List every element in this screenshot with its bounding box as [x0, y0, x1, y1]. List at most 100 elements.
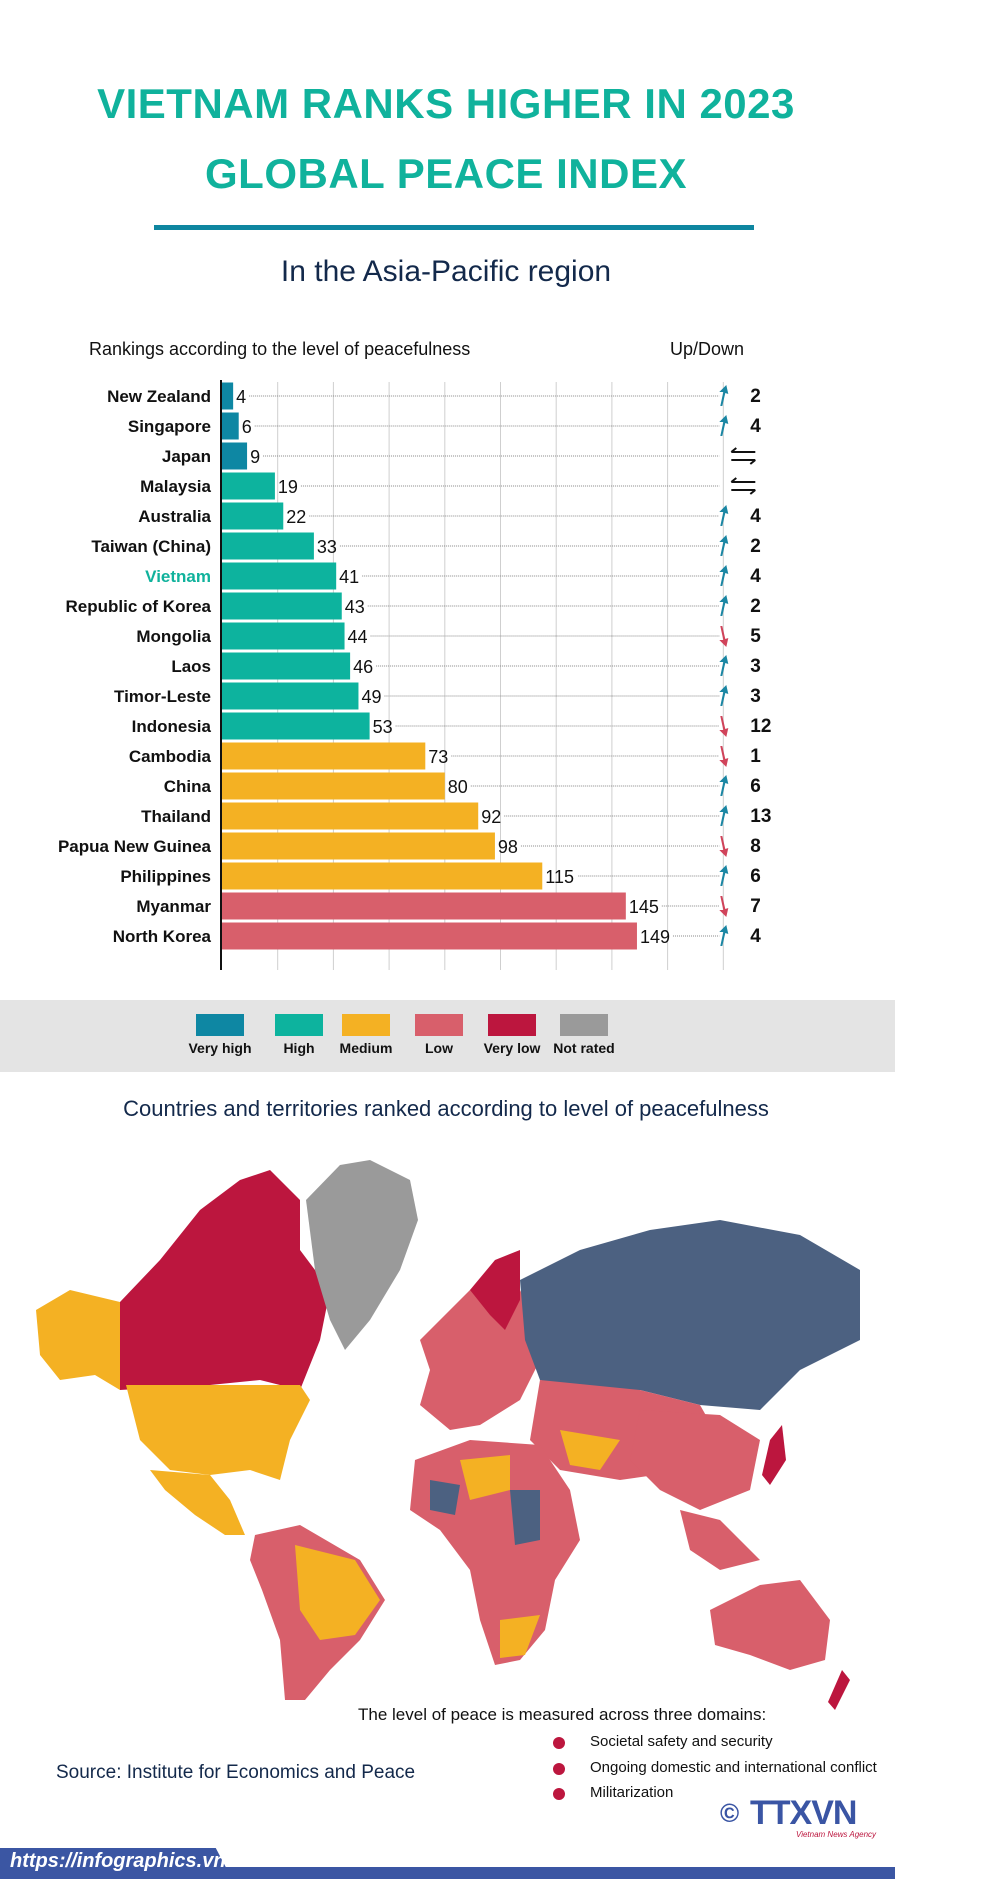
- website-link[interactable]: https://infographics.vn: [10, 1850, 226, 1872]
- country-label: Cambodia: [129, 747, 212, 766]
- arrow-up-icon: [719, 565, 729, 586]
- bar: [222, 502, 284, 530]
- change-value: 4: [750, 566, 761, 587]
- region-china: [630, 1410, 760, 1510]
- region-australia: [710, 1580, 830, 1670]
- subtitle: In the Asia-Pacific region: [280, 255, 612, 288]
- country-label: Singapore: [128, 417, 211, 436]
- arrow-up-icon: [719, 415, 729, 436]
- legend-label: High: [283, 1040, 315, 1056]
- title-divider: [154, 225, 754, 230]
- value-label: 22: [286, 507, 306, 527]
- country-label: Myanmar: [136, 897, 211, 916]
- change-value: 1: [750, 746, 761, 767]
- change-value: 3: [750, 686, 761, 707]
- arrow-up-icon: [719, 805, 729, 826]
- bar: [222, 472, 275, 500]
- change-value: 4: [750, 926, 761, 947]
- map-title: Countries and territories ranked accordi…: [123, 1096, 769, 1121]
- change-value: 12: [750, 716, 771, 737]
- bar: [222, 862, 543, 890]
- arrow-up-icon: [719, 385, 729, 406]
- country-label: China: [164, 777, 212, 796]
- value-label: 92: [481, 807, 501, 827]
- title-line-2: GLOBAL PEACE INDEX: [205, 150, 687, 197]
- value-label: 80: [448, 777, 468, 797]
- bullet-icon: [553, 1737, 565, 1749]
- region-africa-medium: [460, 1455, 540, 1658]
- bar: [222, 742, 426, 770]
- bar: [222, 442, 248, 470]
- region-africa-verylow: [430, 1480, 540, 1545]
- bar: [222, 652, 351, 680]
- arrow-up-icon: [719, 775, 729, 796]
- country-label: Vietnam: [145, 567, 211, 586]
- copyright-icon: ©: [720, 1798, 740, 1828]
- country-label: Australia: [138, 507, 211, 526]
- country-label: Japan: [162, 447, 211, 466]
- bullet-icon: [553, 1788, 565, 1800]
- value-label: 145: [629, 897, 659, 917]
- legend-swatch: [342, 1014, 390, 1036]
- change-value: 5: [750, 626, 761, 647]
- country-label: North Korea: [113, 927, 212, 946]
- legend-swatch: [560, 1014, 608, 1036]
- region-japan: [762, 1425, 786, 1485]
- chart-title: Rankings according to the level of peace…: [89, 339, 471, 359]
- value-label: 53: [373, 717, 393, 737]
- country-label: Mongolia: [136, 627, 211, 646]
- value-label: 149: [640, 927, 670, 947]
- region-usa: [126, 1385, 310, 1480]
- arrow-up-icon: [719, 505, 729, 526]
- map-regions: [36, 1160, 860, 1710]
- bar: [222, 772, 445, 800]
- country-label: Malaysia: [140, 477, 211, 496]
- change-value: 3: [750, 656, 761, 677]
- arrow-down-icon: [719, 746, 729, 767]
- value-label: 9: [250, 447, 260, 467]
- legend-label: Medium: [339, 1040, 393, 1056]
- value-label: 44: [348, 627, 368, 647]
- arrow-down-icon: [719, 896, 729, 917]
- value-label: 43: [345, 597, 365, 617]
- arrow-down-icon: [719, 836, 729, 857]
- change-value: 2: [750, 386, 761, 407]
- world-map: [36, 1160, 860, 1710]
- legend-label: Very high: [188, 1040, 252, 1056]
- change-header: Up/Down: [670, 339, 745, 359]
- country-label: Indonesia: [132, 717, 212, 736]
- legend-label: Very low: [483, 1040, 541, 1056]
- value-label: 115: [545, 867, 574, 887]
- bar: [222, 922, 637, 950]
- country-label: Taiwan (China): [91, 537, 211, 556]
- bar: [222, 622, 345, 650]
- no-change-icon: [730, 447, 756, 465]
- source-note: Source: Institute for Economics and Peac…: [56, 1762, 416, 1783]
- domains-title: The level of peace is measured across th…: [358, 1705, 767, 1724]
- value-label: 49: [361, 687, 381, 707]
- logo-subtext: Vietnam News Agency: [796, 1830, 877, 1839]
- domain-item: Ongoing domestic and international confl…: [590, 1759, 877, 1776]
- value-label: 41: [339, 567, 359, 587]
- arrow-up-icon: [719, 595, 729, 616]
- region-mexico: [150, 1470, 245, 1535]
- arrow-up-icon: [719, 655, 729, 676]
- region-brazil: [295, 1545, 380, 1640]
- arrow-up-icon: [719, 685, 729, 706]
- arrow-up-icon: [719, 535, 729, 556]
- value-label: 46: [353, 657, 373, 677]
- legend-swatch: [415, 1014, 463, 1036]
- change-value: 6: [750, 776, 761, 797]
- region-russia: [520, 1220, 860, 1410]
- country-label: Thailand: [141, 807, 211, 826]
- bar: [222, 382, 234, 410]
- arrow-up-icon: [719, 925, 729, 946]
- legend-swatch: [488, 1014, 536, 1036]
- bar: [222, 682, 359, 710]
- value-label: 73: [428, 747, 448, 767]
- country-label: Republic of Korea: [66, 597, 212, 616]
- legend-swatch: [275, 1014, 323, 1036]
- bar: [222, 802, 479, 830]
